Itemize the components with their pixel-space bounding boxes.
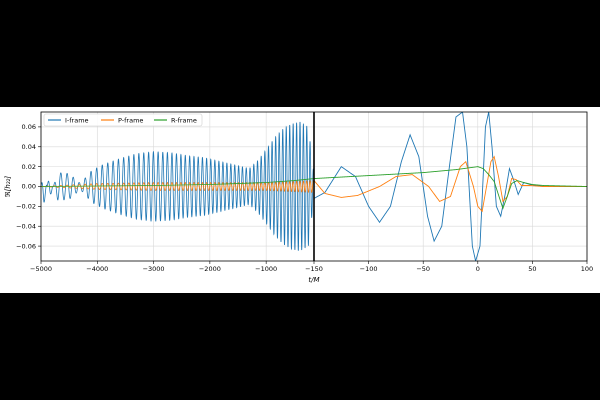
series-i-frame-inspiral <box>41 121 314 251</box>
y-tick-label: 0.02 <box>22 163 36 171</box>
legend: I-frame P-frame R-frame <box>43 113 203 127</box>
y-tick-label: −0.04 <box>16 222 36 230</box>
legend-label-r-frame: R-frame <box>171 116 197 124</box>
x-tick-label: −4000 <box>86 265 108 273</box>
x-tick-label: −1000 <box>255 265 277 273</box>
y-tick-label: −0.02 <box>16 203 36 211</box>
y-tick-label: 0.04 <box>22 143 36 151</box>
y-tick-label: −0.06 <box>16 242 36 250</box>
legend-label-i-frame: I-frame <box>65 116 89 124</box>
y-tick-label: 0.06 <box>22 123 36 131</box>
x-tick-label: −150 <box>305 265 323 273</box>
x-axis-label: t/M <box>308 276 319 284</box>
legend-box <box>43 113 203 127</box>
x-tick-label: 0 <box>476 265 480 273</box>
x-tick-label: 100 <box>581 265 593 273</box>
x-tick-label: −100 <box>360 265 378 273</box>
waveform-chart: −0.06 −0.04 −0.02 0.00 0.02 0.04 0.06 −5000 −400… <box>4 111 593 284</box>
legend-label-p-frame: P-frame <box>118 116 143 124</box>
x-tick-label: −3000 <box>143 265 165 273</box>
y-axis-label: ℜ[h₂₂] <box>4 176 12 197</box>
chart-figure: −0.06 −0.04 −0.02 0.00 0.02 0.04 0.06 −5000 −400… <box>0 107 600 293</box>
x-tick-label: −5000 <box>30 265 52 273</box>
x-tick-label: −50 <box>416 265 430 273</box>
series-p-frame-merger <box>314 155 587 213</box>
x-tick-label: −2000 <box>199 265 221 273</box>
series-r-frame-merger <box>314 166 587 210</box>
x-tick-label: 50 <box>528 265 536 273</box>
y-tick-label: 0.00 <box>22 183 36 191</box>
series-r-frame-inspiral <box>41 178 314 187</box>
